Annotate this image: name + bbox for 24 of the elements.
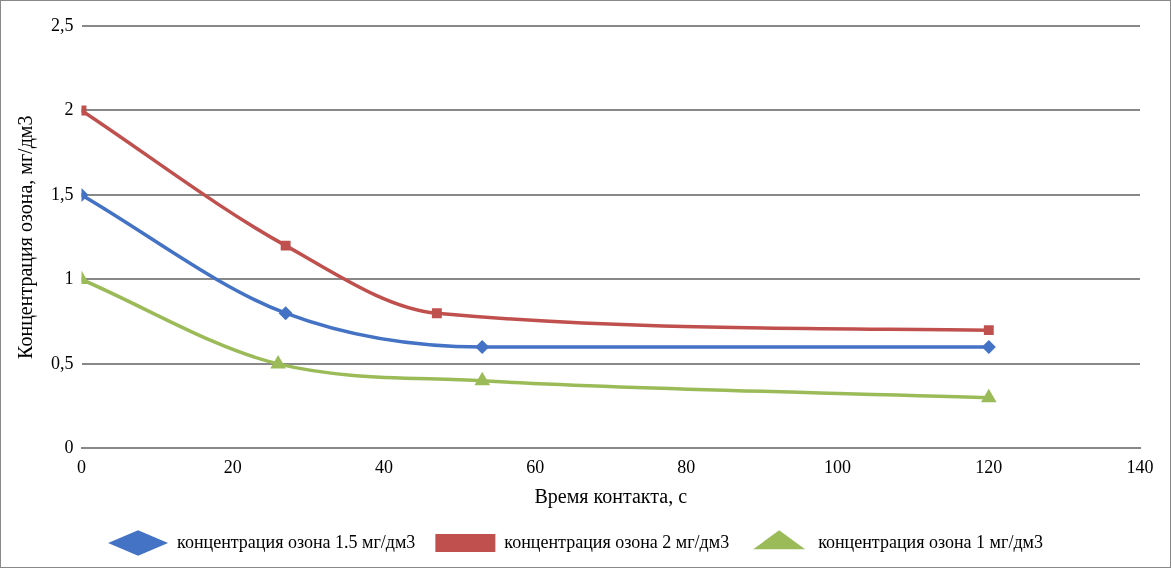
legend-label: концентрация озона 1 мг/дм3 bbox=[818, 531, 1043, 552]
point bbox=[983, 325, 994, 336]
y-tick-label: 1 bbox=[64, 268, 74, 289]
y-tick-label: 1,5 bbox=[51, 183, 74, 204]
point bbox=[981, 340, 996, 355]
point bbox=[280, 240, 291, 251]
x-tick-label: 120 bbox=[975, 456, 1003, 477]
legend-label: концентрация озона 1.5 мг/дм3 bbox=[177, 531, 416, 552]
x-axis-title: Время контакта, с bbox=[534, 485, 688, 509]
x-tick-label: 100 bbox=[824, 456, 852, 477]
x-tick-label: 80 bbox=[677, 456, 696, 477]
point bbox=[475, 340, 490, 355]
y-axis-title: Концентрация озона, мг/дм3 bbox=[14, 115, 38, 359]
y-tick-label: 0 bbox=[64, 437, 74, 458]
y-tick-label: 2,5 bbox=[51, 14, 74, 35]
y-tick-label: 2 bbox=[64, 99, 74, 120]
point bbox=[278, 306, 293, 321]
x-tick-label: 40 bbox=[374, 456, 393, 477]
x-tick-label: 60 bbox=[526, 456, 545, 477]
y-tick-label: 0,5 bbox=[51, 352, 74, 373]
x-tick-label: 20 bbox=[223, 456, 242, 477]
legend-label: концентрация озона 2 мг/дм3 bbox=[504, 531, 730, 552]
x-tick-label: 140 bbox=[1126, 456, 1154, 477]
point bbox=[431, 308, 442, 319]
